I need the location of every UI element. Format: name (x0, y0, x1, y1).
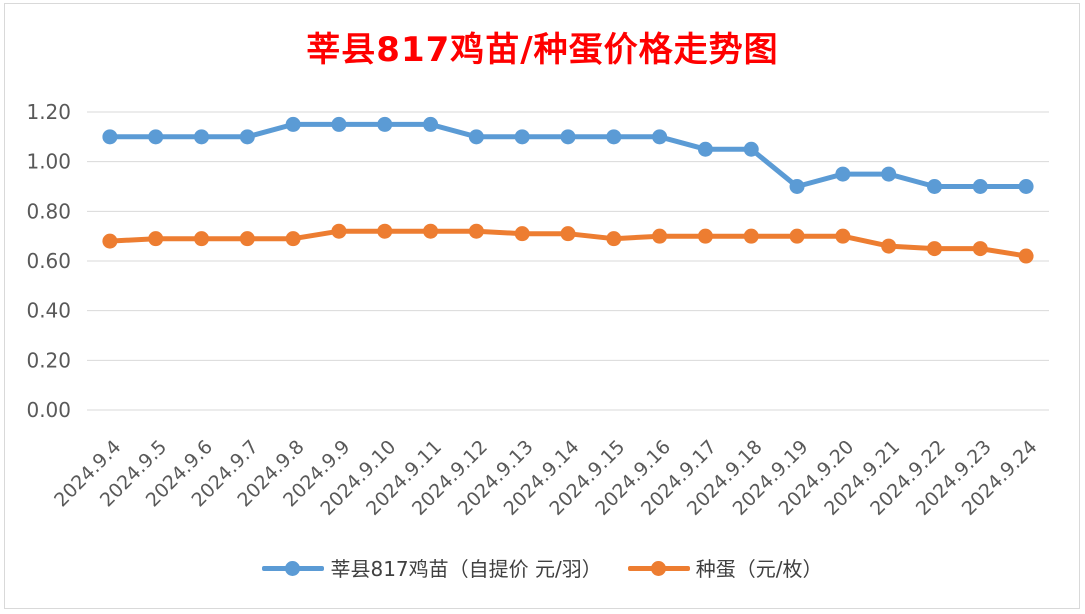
data-point (835, 166, 851, 182)
data-point (789, 179, 805, 194)
y-tick-label: 0.00 (26, 398, 71, 422)
chart-legend: 莘县817鸡苗（自提价 元/羽） 种蛋（元/枚） (0, 553, 1085, 582)
y-tick-label: 1.00 (26, 150, 71, 174)
data-point (560, 129, 576, 145)
data-point (331, 116, 347, 132)
data-point (377, 116, 393, 132)
data-point (331, 223, 347, 239)
data-point (1018, 248, 1034, 264)
legend-item: 莘县817鸡苗（自提价 元/羽） (262, 553, 602, 582)
y-tick-label: 0.60 (26, 249, 71, 273)
data-point (148, 231, 164, 247)
data-point (102, 233, 118, 249)
data-point (514, 129, 530, 145)
data-point (514, 226, 530, 242)
legend-swatch (262, 558, 325, 578)
data-point (239, 129, 255, 145)
data-point (194, 231, 210, 247)
data-point (377, 223, 393, 239)
data-point (652, 228, 668, 244)
legend-label: 种蛋（元/枚） (695, 557, 823, 581)
data-point (468, 129, 484, 145)
data-point (423, 116, 439, 132)
legend-swatch (627, 558, 690, 578)
chart-title: 莘县817鸡苗/种蛋价格走势图 (306, 30, 779, 70)
data-point (468, 223, 484, 239)
y-tick-label: 1.20 (26, 100, 71, 124)
data-point (560, 226, 576, 242)
data-point (423, 223, 439, 239)
data-point (972, 179, 988, 194)
data-point (926, 241, 942, 257)
data-point (697, 228, 713, 244)
legend-label: 莘县817鸡苗（自提价 元/羽） (330, 557, 602, 581)
data-point (102, 129, 118, 145)
data-point (285, 116, 301, 132)
data-point (881, 238, 897, 254)
data-point (789, 228, 805, 244)
data-point (835, 228, 851, 244)
data-point (606, 231, 622, 247)
chart-frame (4, 3, 1080, 609)
data-point (926, 179, 942, 194)
legend-item: 种蛋（元/枚） (627, 553, 823, 582)
data-point (743, 141, 759, 157)
data-point (743, 228, 759, 244)
data-point (881, 166, 897, 182)
data-point (285, 231, 301, 247)
series-2 (102, 223, 1034, 264)
data-point (652, 129, 668, 145)
y-tick-label: 0.80 (26, 199, 71, 223)
data-point (606, 129, 622, 145)
data-point (148, 129, 164, 145)
data-point (1018, 179, 1034, 194)
y-gridlines (87, 111, 1049, 411)
data-point (697, 141, 713, 157)
data-point (194, 129, 210, 145)
y-tick-label: 0.40 (26, 299, 71, 323)
y-tick-label: 0.20 (26, 348, 71, 372)
data-point (972, 241, 988, 257)
series-1 (102, 116, 1034, 194)
data-point (239, 231, 255, 247)
